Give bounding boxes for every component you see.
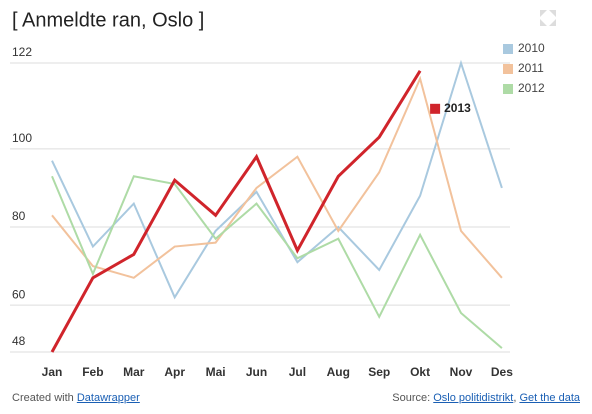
source: Source: Oslo politidistrikt, Get the dat…: [392, 392, 580, 404]
chart: [ Anmeldte ran, Oslo ] 48 60 80 100 122 Jan Fe…: [10, 9, 556, 379]
series-line: [51, 175, 503, 349]
series-line: [50, 70, 422, 353]
chart-title: [ Anmeldte ran, Oslo ]: [12, 9, 204, 31]
x-tick-label: Jul: [289, 365, 306, 379]
x-tick-label: Jan: [42, 365, 63, 379]
x-tick-label: Okt: [410, 365, 430, 379]
x-tick-label: Mar: [123, 365, 145, 379]
x-tick-label: Mai: [206, 365, 226, 379]
x-tick-label: Aug: [327, 365, 350, 379]
separator: ,: [513, 392, 517, 404]
legend-label: 2010: [518, 41, 545, 55]
y-tick-label: 100: [12, 131, 32, 145]
legend-swatch: [503, 84, 513, 94]
tool-link[interactable]: Datawrapper: [76, 392, 140, 404]
legend-swatch: [503, 44, 513, 54]
credit-text: Created with: [12, 392, 74, 404]
y-tick-label: 80: [12, 209, 26, 223]
legend-label: 2013: [444, 101, 471, 115]
legend-swatch: [430, 103, 441, 114]
data-link[interactable]: Get the data: [519, 392, 580, 404]
x-tick-label: Sep: [368, 365, 390, 379]
x-tick-label: Des: [491, 365, 513, 379]
x-tick-label: Jun: [246, 365, 267, 379]
source-link[interactable]: Oslo politidistrikt: [433, 392, 514, 404]
x-tick-label: Apr: [164, 365, 185, 379]
fullscreen-icon[interactable]: [540, 10, 556, 26]
y-tick-label: 60: [12, 287, 26, 301]
series-line: [51, 75, 503, 279]
series-line: [51, 59, 503, 300]
expand-icon[interactable]: [540, 10, 556, 26]
x-tick-label: Feb: [82, 365, 103, 379]
y-tick-label: 48: [12, 334, 26, 348]
source-label: Source:: [392, 392, 431, 404]
credit: Created with Datawrapper: [12, 392, 140, 404]
legend-swatch: [503, 64, 513, 74]
legend-label: 2011: [518, 61, 544, 75]
legend-label: 2012: [518, 81, 545, 95]
y-tick-label: 122: [12, 45, 32, 59]
x-tick-label: Nov: [450, 365, 473, 379]
